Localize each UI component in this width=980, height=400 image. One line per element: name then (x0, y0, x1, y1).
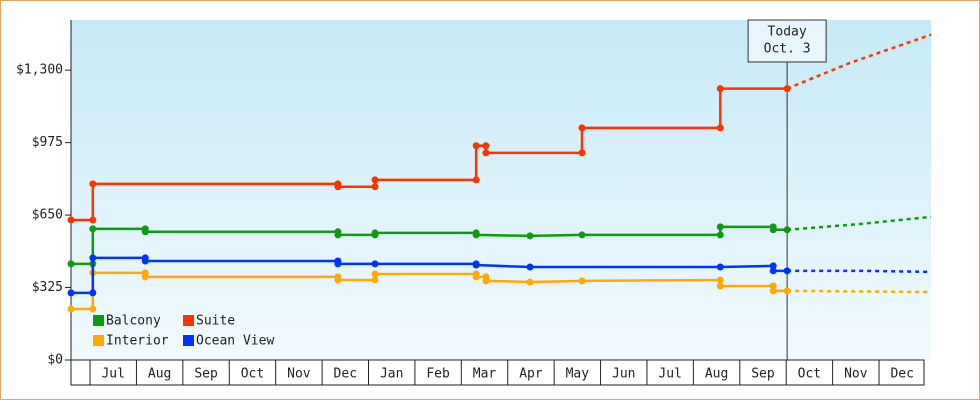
legend-swatch (93, 335, 104, 346)
point (472, 176, 480, 184)
point (578, 231, 586, 239)
point (578, 149, 586, 157)
point (89, 305, 97, 313)
series-line (71, 87, 788, 222)
point (578, 124, 586, 132)
forecast-line (787, 269, 932, 274)
point (334, 183, 342, 191)
month-axis (70, 359, 925, 386)
point (578, 277, 586, 285)
point (769, 282, 777, 290)
point (769, 226, 777, 234)
point (371, 176, 379, 184)
point (472, 231, 480, 239)
x-tick-label: Jul (101, 367, 124, 382)
x-tick-label: Oct (798, 367, 821, 382)
x-tick-label: Apr (519, 367, 543, 382)
point (334, 260, 342, 268)
point (89, 216, 97, 224)
x-tick-label: Jul (658, 367, 681, 382)
legend-label: Interior (106, 334, 169, 349)
forecast-line (787, 215, 932, 232)
point (783, 85, 791, 93)
point (371, 260, 379, 268)
point (716, 124, 724, 132)
point (141, 273, 149, 281)
legend-swatch (183, 335, 194, 346)
y-tick-label: $325 (32, 280, 63, 295)
legend-swatch (93, 315, 104, 326)
point (141, 257, 149, 265)
legend-label: Suite (196, 314, 235, 329)
x-tick-label: Nov (287, 367, 311, 382)
point (141, 228, 149, 236)
point (67, 216, 75, 224)
y-tick-label: $975 (32, 135, 63, 150)
x-tick-label: Sep (194, 367, 218, 382)
point (371, 183, 379, 191)
plot-area (71, 20, 931, 360)
legend-label: Ocean View (196, 334, 274, 349)
x-tick-label: Nov (844, 367, 868, 382)
point (526, 278, 534, 286)
point (472, 142, 480, 150)
point (769, 262, 777, 270)
point (482, 149, 490, 157)
point (67, 289, 75, 297)
point (783, 226, 791, 234)
point (89, 289, 97, 297)
point (334, 276, 342, 284)
point (482, 277, 490, 285)
point (89, 180, 97, 188)
point (371, 270, 379, 278)
today-label: Today (768, 25, 807, 40)
point (334, 231, 342, 239)
x-tick-label: Aug (705, 367, 728, 382)
point (716, 276, 724, 284)
point (716, 223, 724, 231)
legend-swatch (183, 315, 194, 326)
x-tick-label: Aug (148, 367, 171, 382)
x-tick-label: Mar (473, 367, 497, 382)
point (371, 276, 379, 284)
point (526, 232, 534, 240)
x-tick-label: Jun (612, 367, 635, 382)
y-tick-label: $650 (32, 208, 63, 223)
point (89, 254, 97, 262)
y-tick-label: $0 (47, 353, 63, 368)
x-tick-label: Feb (426, 367, 450, 382)
x-tick-label: Dec (334, 367, 357, 382)
x-tick-label: May (566, 367, 590, 382)
point (472, 273, 480, 281)
point (769, 287, 777, 295)
x-tick-label: Oct (241, 367, 264, 382)
point (716, 85, 724, 93)
point (482, 142, 490, 150)
point (716, 282, 724, 290)
point (89, 225, 97, 233)
point (716, 263, 724, 271)
point (769, 267, 777, 275)
x-tick-label: Sep (751, 367, 775, 382)
point (472, 261, 480, 269)
point (783, 287, 791, 295)
point (67, 305, 75, 313)
point (67, 260, 75, 268)
point (783, 267, 791, 275)
point (716, 231, 724, 239)
today-box (747, 19, 827, 63)
today-date: Oct. 3 (764, 42, 811, 57)
x-tick-label: Dec (890, 367, 913, 382)
legend-label: Balcony (106, 314, 161, 329)
point (526, 263, 534, 271)
point (371, 229, 379, 237)
y-tick-label: $1,300 (16, 63, 63, 78)
x-tick-label: Jan (380, 367, 403, 382)
series-line (71, 225, 788, 266)
